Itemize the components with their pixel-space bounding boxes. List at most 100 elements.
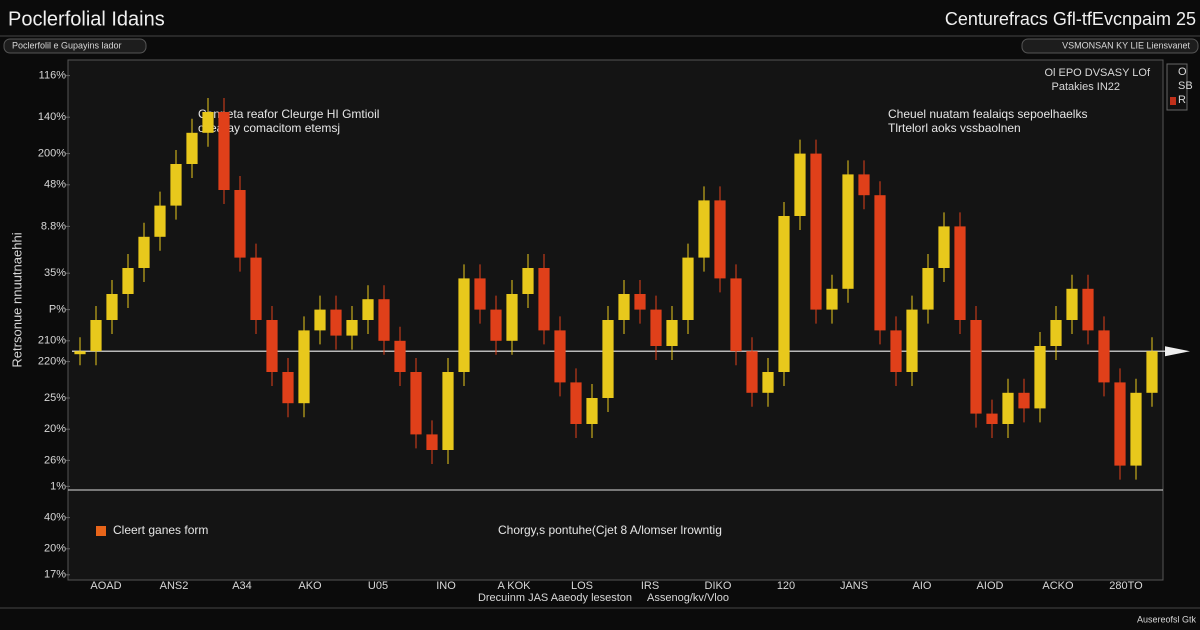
candle <box>122 268 134 294</box>
annotation: Conpeta reafor Cleurge HI Gmtioil <box>198 107 379 121</box>
y-tick-label: 26% <box>44 454 66 466</box>
candle <box>1130 392 1142 466</box>
y-tick-label: 210% <box>38 335 66 347</box>
candle <box>810 153 822 310</box>
candle <box>90 320 102 352</box>
candle <box>490 309 502 341</box>
candle <box>506 294 518 341</box>
candle <box>1002 392 1014 424</box>
candle <box>314 309 326 331</box>
y-tick-label: 17% <box>44 569 66 581</box>
candle <box>1018 392 1030 409</box>
x-tick-label: AKO <box>298 580 322 592</box>
x-tick-label: ACKO <box>1042 580 1074 592</box>
candle <box>714 200 726 279</box>
candle <box>890 330 902 372</box>
x-tick-label: LOS <box>571 580 593 592</box>
footer: Ausereofsl Gtk <box>1137 614 1197 624</box>
candle <box>1146 351 1158 393</box>
x-tick-label: A34 <box>232 580 252 592</box>
candle <box>1082 288 1094 331</box>
x-axis-title: Drecuinm JAS Aaeody leseston <box>478 592 632 604</box>
candle <box>842 174 854 289</box>
candle <box>986 413 998 424</box>
candle <box>282 372 294 404</box>
y-tick-label: 40% <box>44 512 66 524</box>
legend-label: Cleert ganes form <box>113 523 208 537</box>
x-tick-label: U05 <box>368 580 388 592</box>
candle <box>650 309 662 346</box>
candle <box>410 372 422 435</box>
x-tick-label: DIKO <box>705 580 732 592</box>
y-tick-label: 20% <box>44 543 66 555</box>
candle <box>922 268 934 310</box>
side-legend-label: SB <box>1178 80 1193 92</box>
y-tick-label: 200% <box>38 148 66 160</box>
annotation: Patakies IN22 <box>1052 81 1120 93</box>
x-tick-label: AIO <box>913 580 932 592</box>
candle <box>170 164 182 206</box>
candle <box>634 294 646 310</box>
y-tick-label: 116% <box>39 70 67 82</box>
candle <box>458 278 470 372</box>
header-left: Poclerfolil e Gupayins lador <box>12 40 122 50</box>
header-right: VSMONSAN KY LIE Liensvanet <box>1062 40 1190 50</box>
candle <box>778 216 790 372</box>
y-tick-label: 140% <box>38 111 66 123</box>
x-tick-label: 120 <box>777 580 795 592</box>
candle <box>154 205 166 237</box>
annotation: Tlrtelorl aoks vssbaolnen <box>888 121 1021 135</box>
candle <box>874 195 886 331</box>
x-tick-label: AIOD <box>977 580 1004 592</box>
candle <box>218 112 230 190</box>
x-tick-label: ANS2 <box>160 580 189 592</box>
candle <box>378 299 390 341</box>
x-tick-label: A KOK <box>497 580 531 592</box>
annotation: Ol EPO DVSASY LOf <box>1044 67 1151 79</box>
candle <box>234 190 246 258</box>
side-legend-swatch <box>1170 97 1176 105</box>
candle <box>1034 346 1046 409</box>
x-tick-label: 280TO <box>1109 580 1143 592</box>
y-tick-label: 8.8% <box>41 220 66 232</box>
candle <box>330 309 342 336</box>
candle <box>1066 288 1078 320</box>
candle <box>394 340 406 372</box>
candle <box>906 309 918 372</box>
candle <box>106 294 118 320</box>
candle <box>666 320 678 346</box>
candle <box>74 351 86 355</box>
y-tick-label: 220% <box>38 356 66 368</box>
y-tick-label: 20% <box>44 423 66 435</box>
candle <box>618 294 630 320</box>
candle <box>346 320 358 336</box>
annotation: Cheuel nuatam fealaiqs sepoelhaelks <box>888 107 1087 121</box>
header-pill <box>1021 38 1199 54</box>
y-axis-title: Retrsonue nnuutnaehhi <box>9 232 24 367</box>
candle <box>298 330 310 404</box>
candle <box>762 372 774 393</box>
candle <box>1114 382 1126 466</box>
subtitle: Centurefracs Gfl-tfEvcnpaim 25 <box>945 9 1196 29</box>
candle <box>586 398 598 424</box>
x-axis-title: Assenog/kv/Vloo <box>647 592 729 604</box>
candle <box>938 226 950 268</box>
side-legend-label: O <box>1178 66 1187 78</box>
candle <box>426 434 438 450</box>
candle <box>954 226 966 320</box>
x-tick-label: AOAD <box>90 580 121 592</box>
legend-swatch <box>96 526 106 536</box>
y-tick-label: P% <box>49 304 66 316</box>
annotation: ollearay comacitom etemsj <box>198 121 340 135</box>
y-tick-label: 48% <box>44 179 66 191</box>
candle <box>362 299 374 320</box>
candle <box>698 200 710 258</box>
candle <box>202 112 214 133</box>
candle <box>554 330 566 383</box>
candle <box>250 257 262 320</box>
candle <box>794 153 806 216</box>
y-tick-label: 1% <box>50 480 66 492</box>
candle <box>538 268 550 331</box>
side-legend-label: R <box>1178 94 1186 106</box>
